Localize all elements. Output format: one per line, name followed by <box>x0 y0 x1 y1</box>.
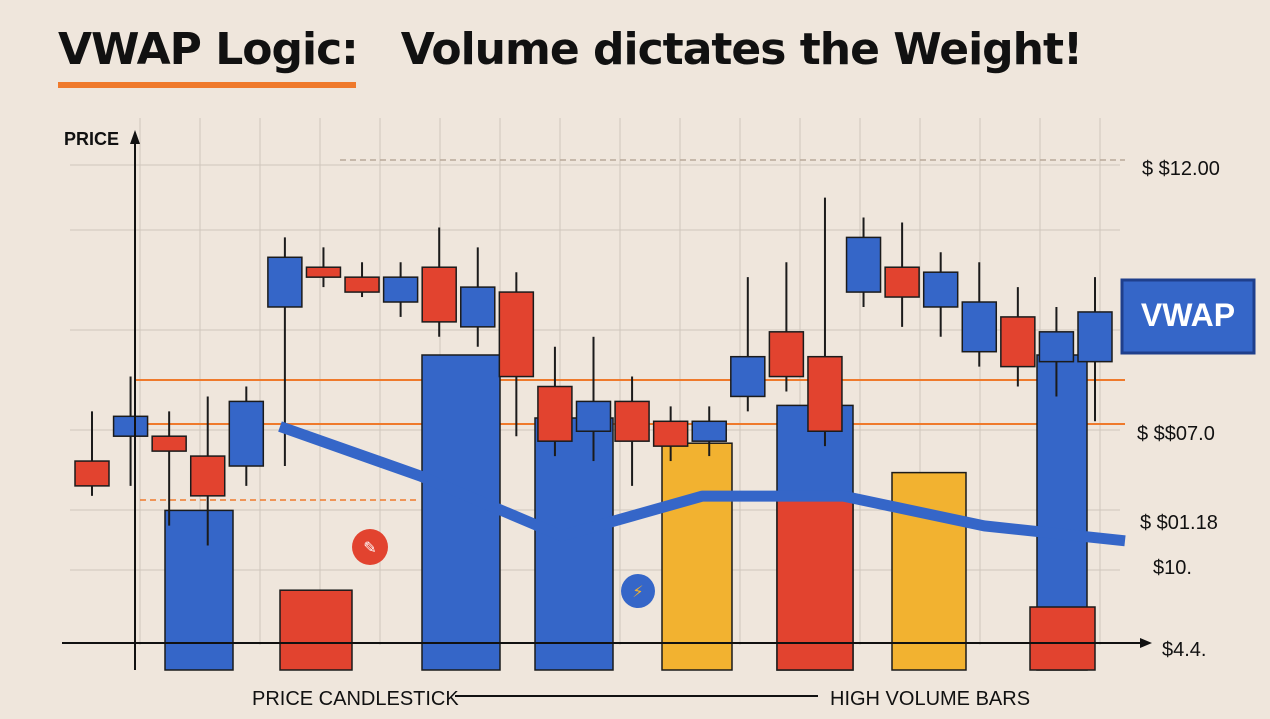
volume-marker-icon <box>621 574 655 608</box>
candle-body <box>807 355 843 432</box>
x-axis-arrow-icon <box>1140 638 1152 648</box>
candle-body <box>228 400 265 467</box>
volume-bar <box>776 492 854 671</box>
volume-marker-glyph-icon: ⚡ <box>632 582 643 601</box>
candle-body <box>884 266 920 298</box>
title-underline <box>58 82 356 88</box>
price-label: $10. <box>1153 557 1192 579</box>
candle-body <box>922 271 959 308</box>
vwap-line <box>278 421 1126 547</box>
legend-right-label: HIGH VOLUME BARS <box>830 688 1030 710</box>
volume-bar <box>1029 606 1096 671</box>
candle-body <box>344 276 380 293</box>
vwap-label: VWAP <box>1141 297 1235 333</box>
candle-body <box>189 455 226 497</box>
y-axis-arrow-icon <box>130 130 140 144</box>
candle-body <box>267 256 303 308</box>
candle-body <box>1000 316 1036 368</box>
candle-body <box>305 266 342 278</box>
candle-body <box>460 286 496 328</box>
candle-body <box>537 385 573 442</box>
candle-body <box>112 415 149 437</box>
volume-bar <box>279 589 353 671</box>
price-label: $ $12.00 <box>1142 158 1220 180</box>
candle-body <box>498 291 535 378</box>
volume-bar <box>164 509 234 671</box>
volume-bar <box>534 417 614 671</box>
candle-body <box>1077 311 1113 363</box>
candle-body <box>730 355 766 398</box>
candle-body <box>652 420 689 447</box>
candle-body <box>575 400 612 432</box>
candle-body <box>845 236 882 293</box>
volume-bar <box>891 471 967 671</box>
candle-body <box>961 301 998 353</box>
candlesticks <box>74 197 1113 546</box>
y-axis-label: PRICE <box>64 129 119 149</box>
candle-body <box>74 460 110 487</box>
candle-body <box>382 276 419 303</box>
legend-left-label: PRICE CANDLESTICK <box>252 688 459 710</box>
candle-body <box>421 266 457 323</box>
volume-bar <box>661 442 733 671</box>
candle-body <box>768 331 805 378</box>
page-title: VWAP Logic: Volume dictates the Weight! <box>58 24 1083 75</box>
price-label: $ $$07.0 <box>1137 423 1215 445</box>
price-marker-icon <box>352 529 388 565</box>
candle-body <box>151 435 187 452</box>
candle-body <box>1038 331 1075 363</box>
price-label: $4.4. <box>1162 639 1206 661</box>
price-marker-glyph-icon: ✎ <box>363 538 376 557</box>
price-label: $ $01.18 <box>1140 512 1218 534</box>
volume-bar <box>421 354 501 671</box>
candle-body <box>691 420 727 442</box>
candle-body <box>614 400 650 442</box>
vwap-label-box <box>1120 278 1256 355</box>
vwap-line-group <box>278 421 1126 547</box>
